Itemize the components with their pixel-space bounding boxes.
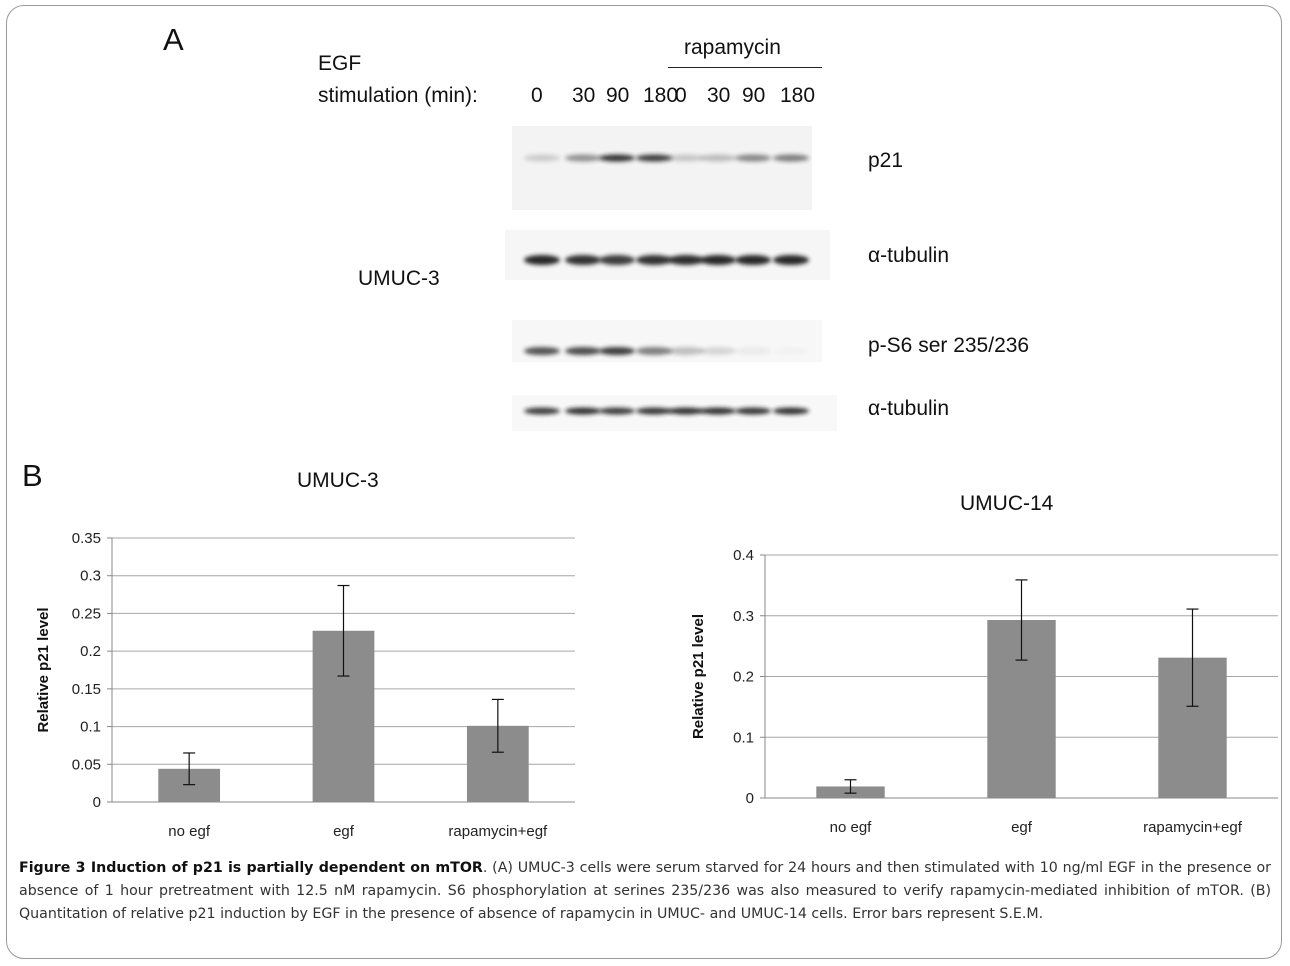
lane-label-6: 90 <box>742 84 766 107</box>
blot-band-2-3 <box>636 347 672 355</box>
lane-label-4: 0 <box>675 84 687 107</box>
blot-band-2-1 <box>565 347 601 355</box>
blot-band-2-4 <box>668 347 704 355</box>
caption-label: Figure 3 Induction of p21 is partially d… <box>19 860 483 876</box>
blot-band-1-2 <box>599 255 635 265</box>
x-tick-label: rapamycin+egf <box>1143 819 1243 836</box>
figure-caption: Figure 3 Induction of p21 is partially d… <box>19 857 1271 926</box>
cell-line-label: UMUC-3 <box>358 267 440 290</box>
egf-label: EGF <box>318 52 362 75</box>
blot-band-1-0 <box>524 255 560 265</box>
blot-membrane-ps6 <box>512 320 822 362</box>
blot-band-0-2 <box>599 154 635 162</box>
blot-band-3-4 <box>668 407 704 415</box>
blot-band-0-5 <box>700 154 736 162</box>
figure-frame <box>6 5 1282 959</box>
blot-band-3-7 <box>773 407 809 415</box>
blot-band-1-7 <box>773 255 809 265</box>
y-tick-label: 0 <box>746 790 754 807</box>
y-tick-label: 0.3 <box>733 608 754 625</box>
stimulation-label: stimulation (min): <box>318 84 478 107</box>
y-tick-label: 0.35 <box>72 530 101 547</box>
y-axis-label: Relative p21 level <box>35 607 52 732</box>
rapamycin-label: rapamycin <box>684 36 781 59</box>
y-tick-label: 0.15 <box>72 681 101 698</box>
lane-label-0: 0 <box>531 84 543 107</box>
blot-band-0-3 <box>636 154 672 162</box>
blot-band-0-1 <box>565 154 601 162</box>
x-tick-label: egf <box>1011 819 1033 836</box>
lane-label-2: 90 <box>606 84 630 107</box>
x-tick-label: egf <box>333 823 355 840</box>
blot-membrane-p21 <box>512 126 812 210</box>
blot-label-tubulin-1: α-tubulin <box>868 244 950 267</box>
blot-band-1-6 <box>735 255 771 265</box>
blot-band-3-3 <box>636 407 672 415</box>
x-tick-label: no egf <box>168 823 211 840</box>
y-tick-label: 0.25 <box>72 605 101 622</box>
blot-band-0-4 <box>668 154 704 162</box>
x-tick-label: no egf <box>830 819 873 836</box>
western-blot-image <box>505 126 837 431</box>
chart-title-umuc3: UMUC-3 <box>297 469 379 492</box>
blot-band-1-5 <box>700 255 736 265</box>
chart-title-umuc14: UMUC-14 <box>960 492 1054 515</box>
blot-band-0-6 <box>735 154 771 162</box>
blot-band-1-1 <box>565 255 601 265</box>
y-tick-label: 0.2 <box>80 643 101 660</box>
blot-band-2-2 <box>599 347 635 355</box>
blot-band-1-3 <box>636 255 672 265</box>
blot-label-ps6: p-S6 ser 235/236 <box>868 334 1030 357</box>
y-tick-label: 0.4 <box>733 547 754 564</box>
y-tick-label: 0.2 <box>733 669 754 686</box>
y-tick-label: 0.1 <box>733 729 754 746</box>
blot-band-3-5 <box>700 407 736 415</box>
y-tick-label: 0 <box>93 794 101 811</box>
bar-chart-umuc3: 0 0.05 0.1 0.15 0.2 0.25 0.3 0.35 no egf egf rapam… <box>35 530 575 840</box>
x-tick-label: rapamycin+egf <box>448 823 548 840</box>
y-axis-label: Relative p21 level <box>690 614 707 739</box>
bar-chart-umuc14: 0 0.1 0.2 0.3 0.4 no egf egf rapamycin+egf Relat… <box>690 547 1278 836</box>
blot-band-2-0 <box>524 347 560 355</box>
blot-label-tubulin-2: α-tubulin <box>868 397 950 420</box>
rapamycin-bracket-line <box>668 67 822 68</box>
lane-label-5: 30 <box>707 84 731 107</box>
blot-band-2-5 <box>700 347 736 355</box>
blot-membrane-tubulin-1 <box>505 230 830 280</box>
blot-band-3-0 <box>524 407 560 415</box>
lane-label-7: 180 <box>780 84 816 107</box>
lane-label-1: 30 <box>572 84 596 107</box>
blot-band-3-1 <box>565 407 601 415</box>
panel-b-letter: B <box>22 458 43 493</box>
panel-a-letter: A <box>163 22 184 57</box>
y-tick-label: 0.3 <box>80 568 101 585</box>
blot-band-1-4 <box>668 255 704 265</box>
blot-label-p21: p21 <box>868 149 904 172</box>
y-tick-label: 0.1 <box>80 719 101 736</box>
blot-band-0-7 <box>773 154 809 162</box>
blot-band-3-6 <box>735 407 771 415</box>
blot-band-3-2 <box>599 407 635 415</box>
lane-label-3: 180 <box>643 84 679 107</box>
caption-text: . (A) UMUC-3 cells were serum starved fo… <box>19 860 1271 922</box>
blot-band-2-6 <box>735 347 771 355</box>
blot-band-0-0 <box>524 154 560 162</box>
y-tick-label: 0.05 <box>72 756 101 773</box>
